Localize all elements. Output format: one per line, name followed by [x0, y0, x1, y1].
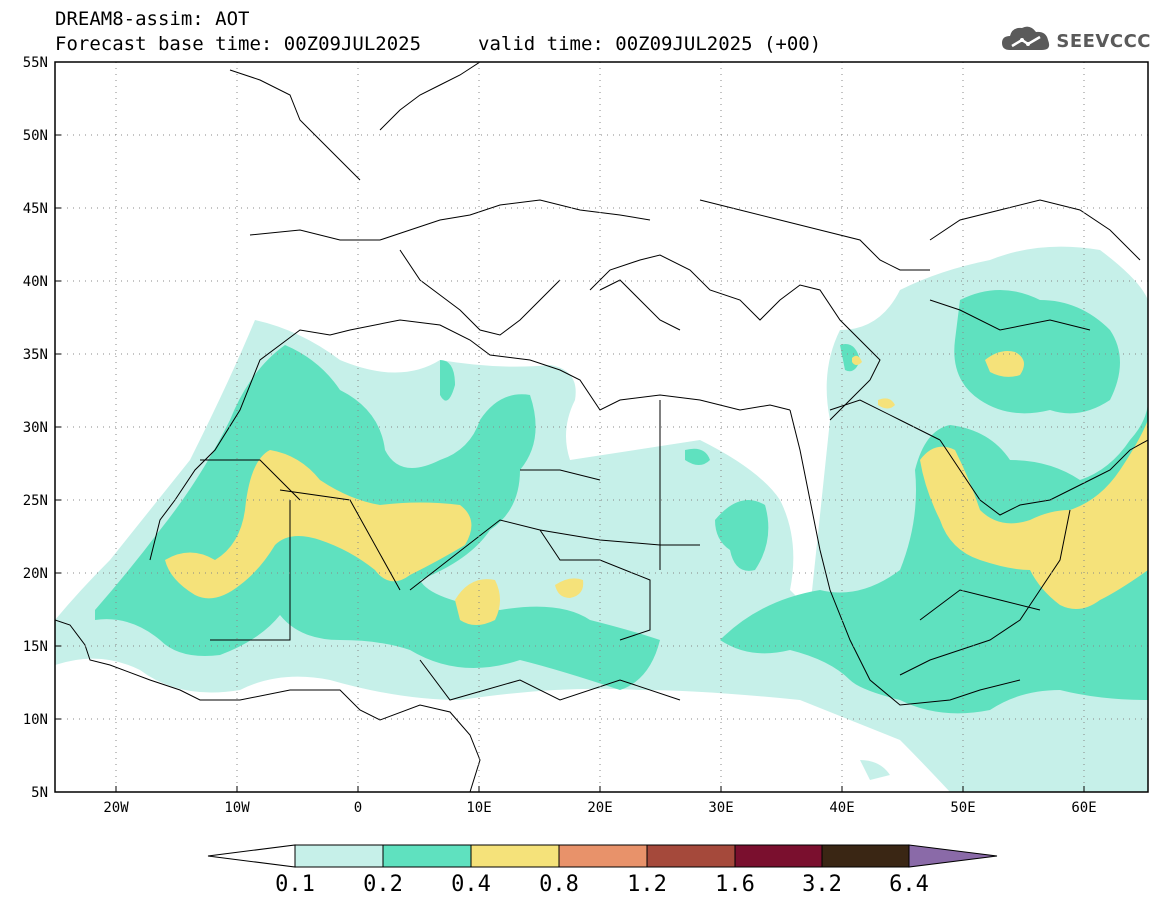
forecast-base-time: Forecast base time: 00Z09JUL2025: [55, 33, 422, 55]
colorbar-labels: 0.1 0.2 0.4 0.8 1.2 1.6 3.2 6.4: [275, 872, 929, 897]
seevccc-logo: SEEVCCC: [1000, 24, 1151, 58]
lon-label: 0: [354, 800, 362, 816]
coastlines: [55, 62, 1148, 792]
colorbar-high-arrow: [908, 844, 998, 868]
aot-shading: [55, 246, 1148, 792]
latitude-labels: 55N 50N 45N 40N 35N 30N 25N 20N 15N 10N …: [23, 55, 48, 801]
graticule: [55, 62, 1148, 792]
lon-label: 20W: [103, 800, 129, 816]
colorbar-swatch: [821, 844, 910, 868]
lat-label: 40N: [23, 274, 48, 290]
longitude-labels: 20W 10W 0 10E 20E 30E 40E 50E 60E: [103, 800, 1096, 816]
colorbar-label: 1.2: [627, 872, 667, 897]
lat-label: 30N: [23, 420, 48, 436]
logo-text: SEEVCCC: [1056, 30, 1151, 52]
lon-label: 10E: [466, 800, 491, 816]
colorbar-label: 1.6: [715, 872, 755, 897]
lat-label: 45N: [23, 201, 48, 217]
lon-label: 20E: [587, 800, 612, 816]
colorbar-label: 0.2: [363, 872, 403, 897]
colorbar-label: 6.4: [889, 872, 929, 897]
colorbar-label: 0.1: [275, 872, 315, 897]
colorbar-low-arrow: [207, 844, 296, 868]
colorbar-label: 3.2: [802, 872, 842, 897]
colorbar-swatch: [558, 844, 648, 868]
lon-label: 50E: [950, 800, 975, 816]
lon-label: 10W: [224, 800, 250, 816]
lat-label: 50N: [23, 128, 48, 144]
lon-label: 60E: [1071, 800, 1096, 816]
cloud-icon: [1000, 24, 1052, 58]
lat-label: 55N: [23, 55, 48, 71]
lat-label: 5N: [31, 785, 48, 801]
colorbar-swatch: [470, 844, 560, 868]
colorbar-swatch: [734, 844, 823, 868]
lat-label: 20N: [23, 566, 48, 582]
valid-time: valid time: 00Z09JUL2025 (+00): [478, 33, 822, 55]
lat-label: 10N: [23, 712, 48, 728]
aot-level-0.4: [165, 351, 1148, 625]
lat-label: 35N: [23, 347, 48, 363]
lon-label: 40E: [829, 800, 854, 816]
map-title: DREAM8-assim: AOT: [55, 8, 250, 30]
lon-label: 30E: [708, 800, 733, 816]
colorbar-swatch: [294, 844, 384, 868]
colorbar-swatch: [646, 844, 736, 868]
tick-marks: [55, 61, 1085, 792]
colorbar: [207, 844, 998, 868]
lat-label: 15N: [23, 639, 48, 655]
colorbar-swatch: [382, 844, 472, 868]
lat-label: 25N: [23, 493, 48, 509]
colorbar-label: 0.8: [539, 872, 579, 897]
colorbar-label: 0.4: [451, 872, 491, 897]
